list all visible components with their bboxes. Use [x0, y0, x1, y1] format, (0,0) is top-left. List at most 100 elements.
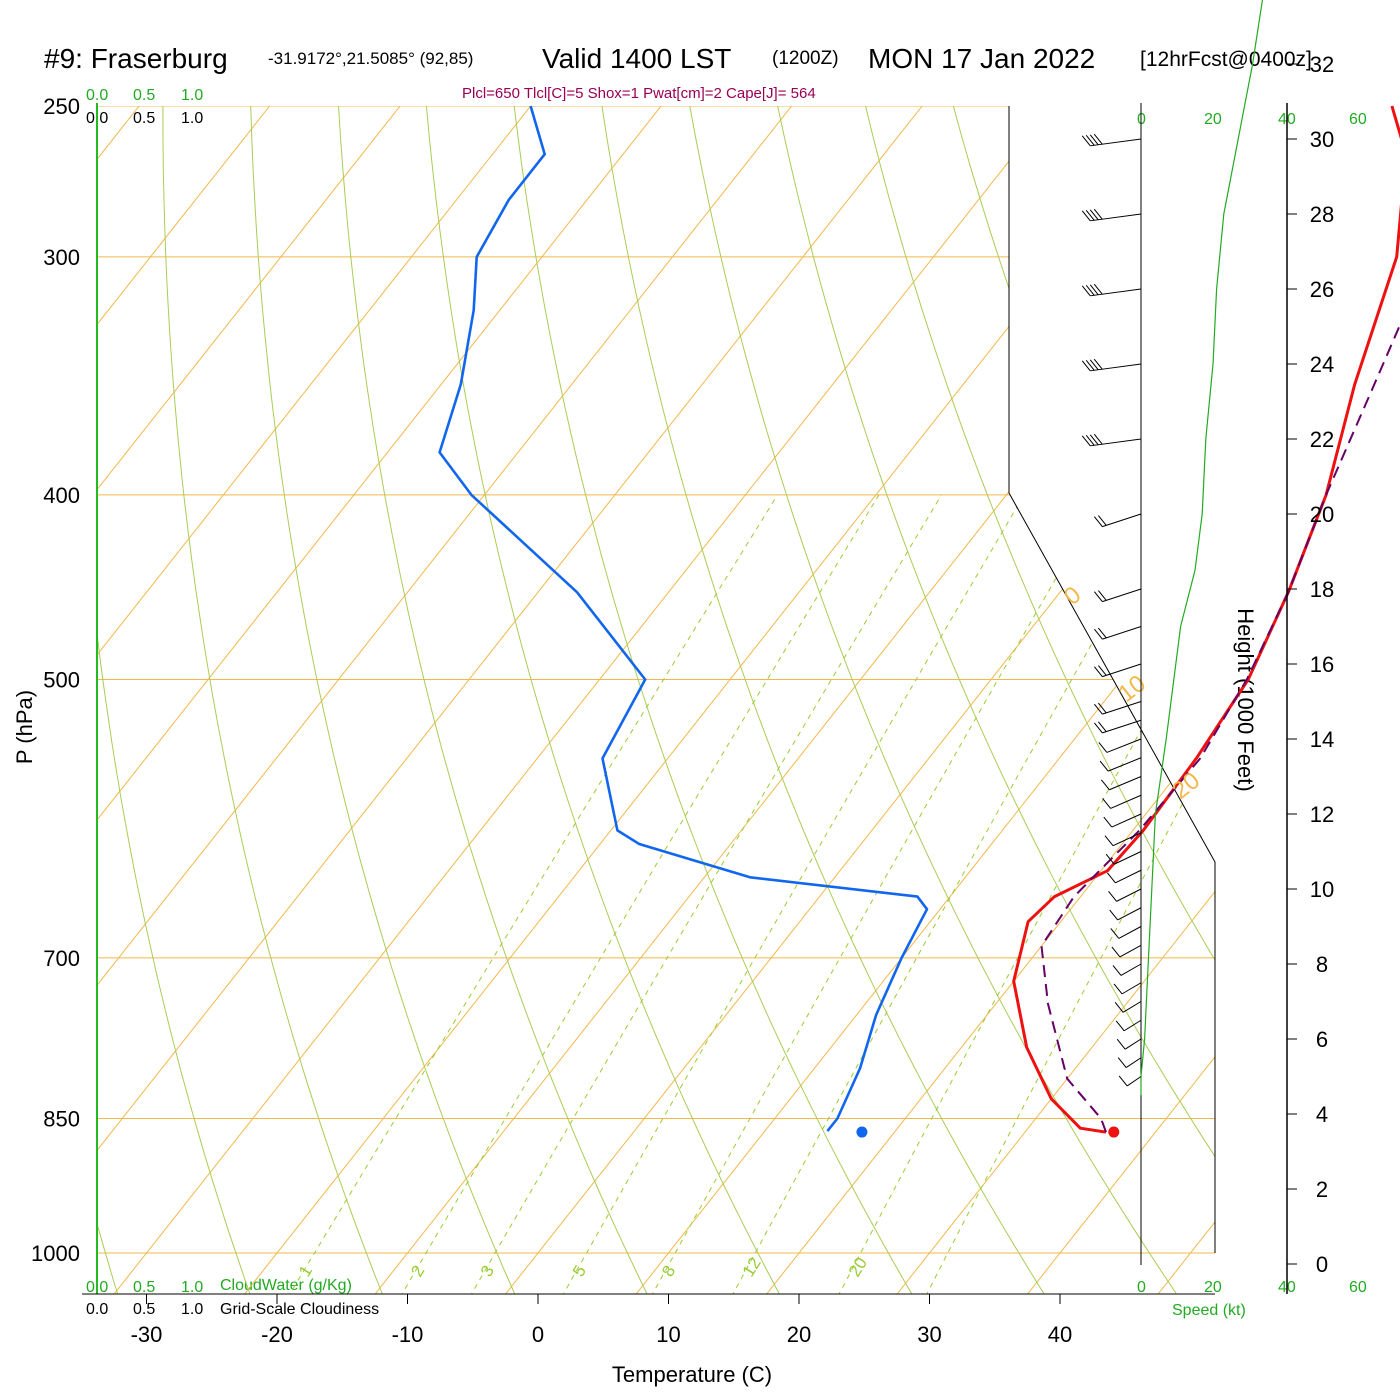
height-tick-label: 26: [1310, 277, 1334, 302]
x-tick-label: -30: [131, 1322, 163, 1347]
wind-barb: [1103, 813, 1142, 828]
surface-dewpoint-marker: [856, 1126, 868, 1138]
y-axis-label: P (hPa): [12, 690, 37, 764]
x-tick-label: 0: [532, 1322, 544, 1347]
isotherm-0: [505, 106, 1215, 1294]
chart-title-station: #9: Fraserburg: [44, 43, 228, 74]
height-tick-label: 22: [1310, 427, 1334, 452]
wind-barb: [1105, 851, 1142, 865]
height-tick-label: 12: [1310, 802, 1334, 827]
wind-speed-profile: [1140, 0, 1264, 1096]
wind-barb: [1110, 926, 1142, 939]
dry-adiabat-350: [943, 106, 1215, 1294]
speed-scale-bottom-1: 20: [1204, 1279, 1222, 1296]
mixing-ratio-label: 3: [477, 1262, 498, 1280]
wind-barb: [1081, 283, 1142, 297]
isotherm-60: [1289, 106, 1400, 1294]
wind-barb: [1093, 513, 1142, 528]
wind-barb: [1081, 433, 1142, 447]
height-tick-label: 18: [1310, 577, 1334, 602]
p-tick-label: 700: [43, 946, 80, 971]
speed-scale-bottom-0: 0: [1137, 1279, 1146, 1296]
skewt-frame: [82, 103, 1216, 1295]
isotherm-label: 20: [1167, 767, 1205, 805]
cloud-scale-top-green-1: 0.5: [133, 87, 155, 104]
dry-adiabat-300: [509, 106, 912, 1294]
wind-barb: [1115, 1019, 1142, 1032]
isotherm--110: [0, 106, 9, 1294]
wind-barb: [1093, 719, 1142, 734]
height-tick-label: 4: [1316, 1102, 1328, 1127]
cloud-scale-top-green-0: 0.0: [86, 87, 108, 104]
mixing-ratio-8: [631, 494, 1105, 1294]
wind-barb: [1116, 1038, 1142, 1050]
x-tick-label: -10: [392, 1322, 424, 1347]
height-tick-label: 16: [1310, 652, 1334, 677]
height-tick-label: 6: [1316, 1027, 1328, 1052]
p-tick-label: 400: [43, 483, 80, 508]
cloudwater-label: CloudWater (g/Kg): [220, 1277, 352, 1294]
p-tick-label: 300: [43, 245, 80, 270]
isotherm--70: [97, 106, 532, 1294]
temperature-line: [1012, 105, 1400, 1134]
cloud-scale-top: 0.0 0.5 1.0 0.0 0.5 1.0: [86, 87, 203, 127]
isotherm--80: [97, 106, 401, 1294]
wind-barb: [1093, 626, 1142, 640]
dewpoint-line: [438, 105, 929, 1132]
wind-barb: [1104, 832, 1142, 847]
mixing-ratio-label: 2: [407, 1262, 428, 1280]
x-tick-label: 30: [917, 1322, 941, 1347]
wind-barb: [1081, 208, 1142, 222]
cloud-scale-bottom-green-1: 0.5: [133, 1279, 155, 1296]
dry-adiabat-360: [1030, 106, 1215, 1294]
wind-barb: [1111, 944, 1142, 958]
isotherm--20: [244, 106, 1184, 1294]
cloud-scale-bottom-black-0: 0.0: [86, 1301, 108, 1318]
cloud-scale-top-green-2: 1.0: [181, 87, 203, 104]
x-tick-label: 40: [1048, 1322, 1072, 1347]
dry-adiabat-250: [97, 106, 251, 1294]
wind-barb: [1106, 869, 1142, 884]
skewt-grid: [0, 106, 1400, 1294]
dry-adiabat-260: [162, 106, 383, 1294]
wind-barb: [1108, 888, 1142, 902]
height-tick-label: 24: [1310, 352, 1334, 377]
isotherm--40: [97, 106, 923, 1294]
height-tick-label: 32: [1310, 52, 1334, 77]
speed-axis-label: Speed (kt): [1172, 1302, 1246, 1319]
cloud-scale-bottom-black-1: 0.5: [133, 1301, 155, 1318]
mixing-ratio-20: [818, 494, 1215, 1294]
wind-barb: [1093, 663, 1142, 678]
dry-adiabat-290: [423, 106, 780, 1294]
mixing-ratio-30: [907, 494, 1215, 1294]
wind-barb: [1098, 738, 1142, 753]
wind-barb: [1118, 1075, 1142, 1087]
wind-barb: [1112, 963, 1142, 976]
speed-scale-top-3: 60: [1349, 111, 1367, 128]
height-tick-label: 30: [1310, 127, 1334, 152]
cloud-scale-top-black-1: 0.5: [133, 110, 155, 127]
wind-barb: [1099, 757, 1142, 772]
p-tick-label: 1000: [31, 1241, 80, 1266]
isotherm--30: [113, 106, 1054, 1294]
chart-title-forecast: [12hrFcst@0400z]: [1140, 48, 1312, 71]
height-axis-label: Height (1000 Feet): [1233, 608, 1258, 791]
height-tick-label: 28: [1310, 202, 1334, 227]
chart-title-valid: Valid 1400 LST: [542, 43, 731, 74]
dry-adiabat-280: [336, 106, 648, 1294]
wind-barb: [1102, 794, 1142, 809]
chart-title-utc: (1200Z): [772, 48, 839, 69]
axis-ticks: -30 -20 -10 0 10 20 30 402503004005007008501000…: [31, 94, 1205, 1347]
wind-barb: [1081, 133, 1142, 147]
wind-barb: [1093, 588, 1142, 603]
dry-adiabat-310: [596, 106, 1045, 1294]
isotherm-label: 10: [1113, 670, 1151, 708]
dry-adiabat-320: [683, 106, 1177, 1294]
dry-adiabat-340: [857, 106, 1215, 1294]
sounding-series: [438, 105, 1400, 1138]
height-tick-label: 10: [1310, 877, 1334, 902]
cloud-scale-top-black-2: 1.0: [181, 110, 203, 127]
isotherm-10: [635, 106, 1215, 1294]
